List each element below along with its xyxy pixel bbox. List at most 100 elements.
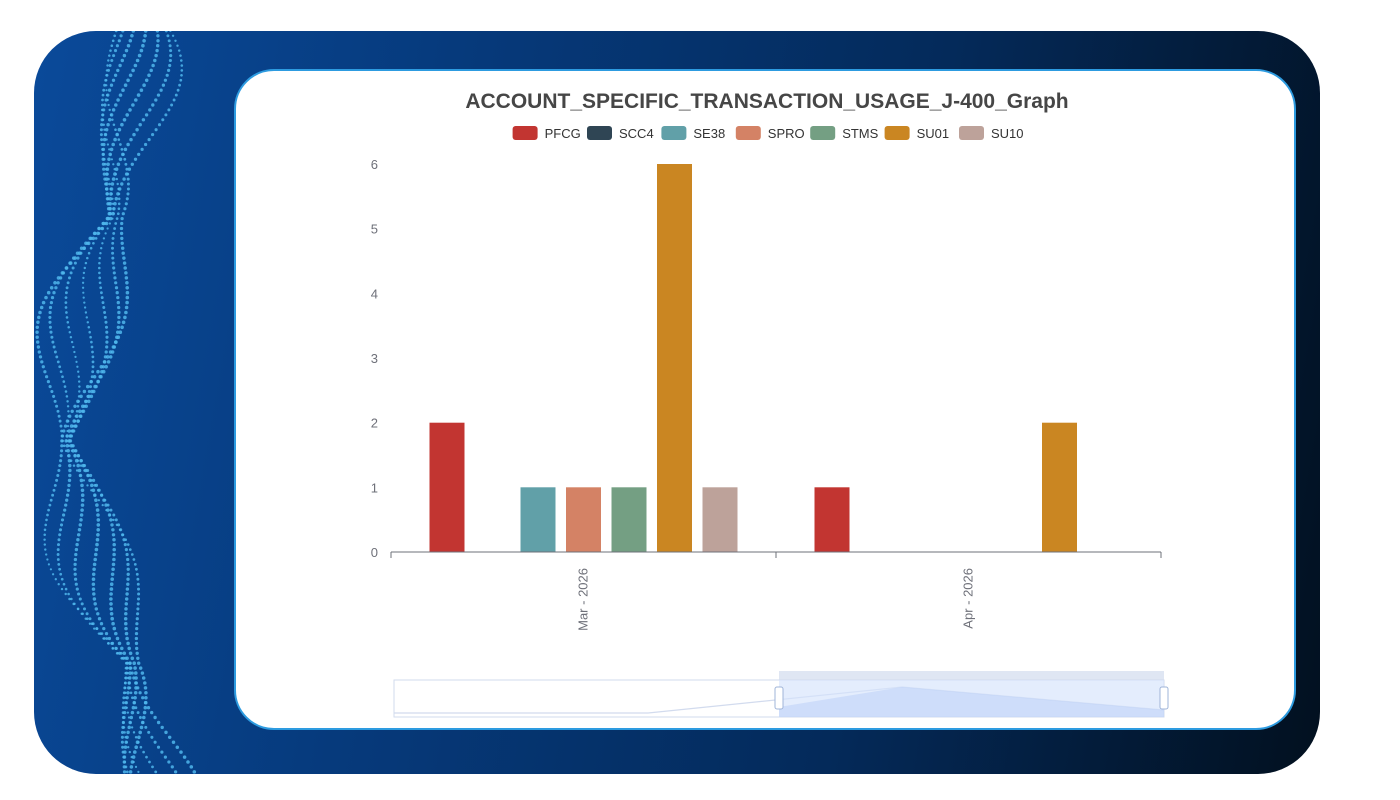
wave-dot bbox=[129, 715, 134, 720]
wave-dot bbox=[112, 626, 117, 631]
wave-dot bbox=[115, 133, 119, 136]
wave-dot bbox=[111, 567, 115, 572]
wave-dot bbox=[107, 177, 110, 181]
wave-dot bbox=[147, 138, 151, 142]
wave-dot bbox=[166, 34, 170, 38]
wave-dot bbox=[126, 567, 130, 571]
bar-stms-0[interactable] bbox=[611, 487, 647, 552]
wave-dot bbox=[67, 429, 72, 433]
wave-dot bbox=[71, 429, 75, 433]
wave-dot bbox=[143, 701, 148, 705]
wave-dot bbox=[119, 231, 124, 236]
wave-dot bbox=[69, 444, 74, 448]
data-zoom-slider[interactable] bbox=[393, 671, 1169, 718]
wave-dot bbox=[127, 681, 131, 685]
wave-dot bbox=[111, 197, 114, 201]
wave-dot bbox=[179, 54, 182, 57]
wave-dot bbox=[35, 335, 39, 339]
wave-dot bbox=[168, 44, 172, 48]
wave-dot bbox=[77, 375, 80, 378]
wave-dot bbox=[125, 701, 128, 704]
wave-dot bbox=[65, 395, 69, 398]
y-tick-label: 4 bbox=[371, 286, 378, 301]
wave-dot bbox=[122, 261, 127, 265]
legend-item-su01[interactable]: SU01 bbox=[884, 126, 950, 141]
legend-item-pfcg[interactable]: PFCG bbox=[512, 126, 581, 141]
wave-dot bbox=[74, 552, 78, 557]
wave-dot bbox=[104, 127, 109, 132]
wave-dot bbox=[46, 290, 51, 295]
wave-dot bbox=[60, 439, 64, 443]
wave-dot bbox=[135, 626, 139, 631]
wave-dot bbox=[37, 315, 41, 320]
wave-dot bbox=[120, 241, 124, 245]
wave-dot bbox=[65, 419, 70, 423]
bar-se38-0[interactable] bbox=[520, 487, 556, 552]
wave-dot bbox=[96, 518, 101, 522]
wave-dot bbox=[125, 286, 129, 290]
wave-dot bbox=[116, 162, 121, 167]
bar-su01-1[interactable] bbox=[1042, 422, 1077, 552]
wave-dot bbox=[76, 463, 80, 468]
wave-dot bbox=[48, 310, 52, 315]
legend-label: STMS bbox=[842, 126, 878, 141]
wave-dot bbox=[57, 414, 61, 418]
wave-dot bbox=[90, 375, 94, 379]
wave-dot bbox=[59, 424, 63, 428]
wave-dot bbox=[65, 444, 70, 448]
wave-dot bbox=[137, 770, 140, 774]
bar-su10-0[interactable] bbox=[702, 487, 738, 552]
legend-item-scc4[interactable]: SCC4 bbox=[587, 126, 654, 141]
legend-item-se38[interactable]: SE38 bbox=[661, 126, 725, 141]
zoom-move-handle[interactable] bbox=[779, 671, 1164, 680]
wave-dot bbox=[110, 523, 114, 527]
wave-dot bbox=[128, 686, 132, 690]
bar-pfcg-1[interactable] bbox=[814, 487, 850, 552]
wave-dot bbox=[107, 88, 112, 92]
wave-dot bbox=[64, 503, 68, 507]
wave-dot bbox=[58, 567, 61, 571]
wave-dot bbox=[120, 148, 124, 151]
wave-dot bbox=[103, 103, 107, 107]
wave-dot bbox=[179, 750, 183, 754]
wave-dot bbox=[121, 657, 124, 660]
bar-pfcg-0[interactable] bbox=[429, 422, 465, 552]
wave-dot bbox=[69, 271, 73, 275]
legend-item-stms[interactable]: STMS bbox=[810, 126, 879, 141]
wave-dot bbox=[98, 271, 101, 275]
bar-su01-0[interactable] bbox=[657, 164, 692, 552]
wave-dot bbox=[101, 98, 104, 102]
wave-dot bbox=[90, 345, 94, 349]
wave-dot bbox=[82, 271, 86, 275]
wave-dot bbox=[137, 587, 140, 591]
wave-dot bbox=[117, 39, 121, 43]
wave-dot bbox=[174, 39, 177, 42]
wave-dot bbox=[117, 207, 121, 211]
wave-dot bbox=[103, 162, 107, 166]
wave-dot bbox=[155, 43, 160, 48]
wave-dot bbox=[135, 651, 139, 655]
wave-dot bbox=[63, 424, 68, 428]
wave-dot bbox=[64, 390, 68, 393]
legend-item-spro[interactable]: SPRO bbox=[735, 126, 805, 141]
wave-dot bbox=[49, 286, 54, 290]
wave-dot bbox=[89, 236, 93, 241]
wave-dot bbox=[99, 622, 104, 626]
wave-dot bbox=[97, 632, 100, 635]
zoom-start-handle[interactable] bbox=[774, 686, 784, 710]
wave-dot bbox=[66, 449, 70, 453]
zoom-end-handle[interactable] bbox=[1159, 686, 1169, 710]
wave-dot bbox=[176, 44, 179, 47]
wave-dot bbox=[117, 310, 121, 315]
legend-item-su10[interactable]: SU10 bbox=[959, 126, 1024, 141]
wave-dot bbox=[171, 34, 175, 37]
wave-dot bbox=[106, 162, 110, 167]
wave-dot bbox=[153, 715, 157, 720]
bar-spro-0[interactable] bbox=[566, 487, 601, 552]
wave-dot bbox=[88, 622, 92, 625]
wave-dot bbox=[155, 31, 160, 33]
wave-dot bbox=[114, 631, 118, 636]
wave-dot bbox=[74, 449, 78, 453]
wave-dot bbox=[102, 88, 106, 92]
wave-dot bbox=[72, 345, 75, 349]
